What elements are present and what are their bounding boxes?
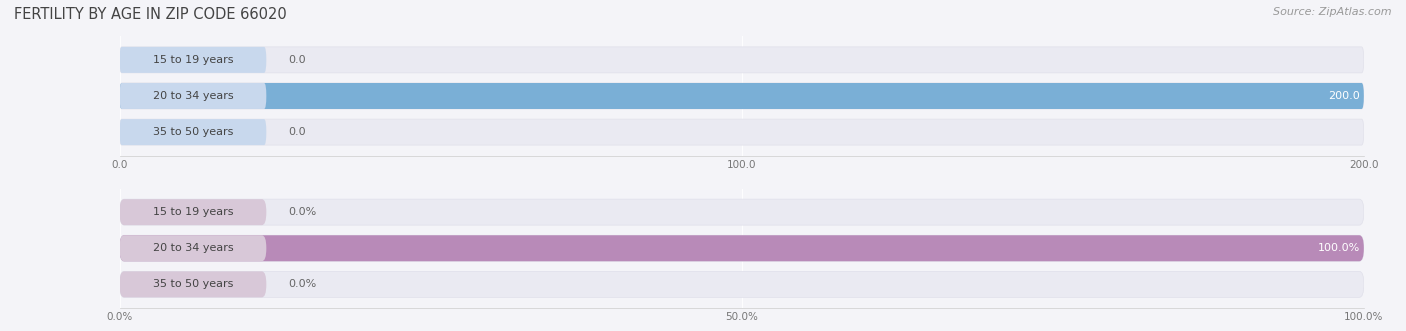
- Text: 15 to 19 years: 15 to 19 years: [153, 207, 233, 217]
- Text: 15 to 19 years: 15 to 19 years: [153, 55, 233, 65]
- Text: 20 to 34 years: 20 to 34 years: [153, 91, 233, 101]
- FancyBboxPatch shape: [120, 47, 1364, 73]
- Text: 0.0%: 0.0%: [288, 207, 316, 217]
- Text: Source: ZipAtlas.com: Source: ZipAtlas.com: [1274, 7, 1392, 17]
- FancyBboxPatch shape: [120, 271, 266, 297]
- Text: 200.0: 200.0: [1329, 91, 1360, 101]
- FancyBboxPatch shape: [120, 83, 266, 109]
- FancyBboxPatch shape: [120, 199, 1364, 225]
- FancyBboxPatch shape: [120, 119, 1364, 145]
- FancyBboxPatch shape: [120, 83, 1364, 109]
- Text: 100.0%: 100.0%: [1317, 243, 1360, 253]
- Text: 0.0: 0.0: [288, 127, 307, 137]
- FancyBboxPatch shape: [120, 47, 266, 73]
- FancyBboxPatch shape: [120, 199, 266, 225]
- FancyBboxPatch shape: [120, 83, 1364, 109]
- FancyBboxPatch shape: [120, 235, 266, 261]
- Text: 0.0: 0.0: [288, 55, 307, 65]
- FancyBboxPatch shape: [120, 235, 1364, 261]
- Text: FERTILITY BY AGE IN ZIP CODE 66020: FERTILITY BY AGE IN ZIP CODE 66020: [14, 7, 287, 22]
- Text: 0.0%: 0.0%: [288, 279, 316, 289]
- FancyBboxPatch shape: [120, 119, 266, 145]
- Text: 35 to 50 years: 35 to 50 years: [153, 127, 233, 137]
- FancyBboxPatch shape: [120, 235, 1364, 261]
- FancyBboxPatch shape: [120, 271, 1364, 297]
- Text: 20 to 34 years: 20 to 34 years: [153, 243, 233, 253]
- Text: 35 to 50 years: 35 to 50 years: [153, 279, 233, 289]
